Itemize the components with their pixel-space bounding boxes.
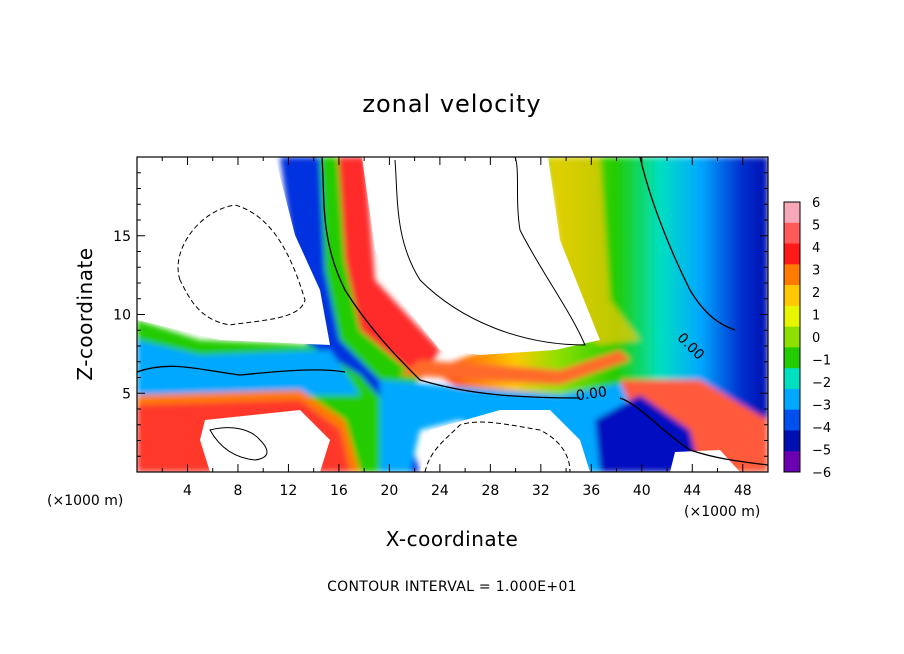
colorbar-swatch (784, 222, 800, 245)
x-axis-label: X-coordinate (386, 527, 519, 551)
colorbar-tick-label: 1 (812, 309, 820, 324)
colorbar-tick-label: 3 (812, 264, 820, 279)
chart-title: zonal velocity (362, 90, 541, 118)
colorbar-tick-label: 2 (812, 286, 820, 301)
colorbar-tick-label: −5 (812, 444, 831, 459)
x-tick-label: 40 (633, 483, 651, 499)
x-tick-label: 12 (280, 483, 298, 499)
x-tick-label: 28 (481, 483, 499, 499)
y-tick-label: 15 (113, 229, 131, 245)
colorbar-tick-label: −4 (812, 421, 831, 436)
colorbar-tick-label: −3 (812, 399, 831, 414)
colorbar-swatch (784, 368, 800, 390)
colorbar-tick-label: −6 (812, 466, 831, 481)
colorbar-tick-label: 0 (812, 331, 820, 346)
colorbar-tick-label: −2 (812, 376, 831, 391)
colorbar-swatch (784, 264, 800, 286)
x-tick-label: 48 (734, 483, 752, 499)
colorbar-swatch (784, 451, 800, 473)
x-tick-label: 20 (380, 483, 398, 499)
colorbar-swatch (784, 305, 800, 328)
y-tick-label: 5 (122, 386, 131, 402)
colorbar-frame (783, 201, 801, 473)
colorbar-tick-label: 4 (812, 241, 820, 256)
heatmap-field (137, 157, 768, 472)
colorbar-swatch (784, 202, 800, 224)
x-tick-label: 4 (183, 483, 192, 499)
x-axis: 4 8 12 16 20 24 28 32 36 40 44 48 (161, 157, 752, 499)
x-unit-label-left: (×1000 m) (47, 493, 123, 509)
x-tick-label: 16 (330, 483, 348, 499)
colorbar-swatch (784, 409, 800, 431)
colorbar-tick-label: −1 (812, 354, 831, 369)
colorbar: 6 5 4 3 2 1 0 −1 −2 −3 −4 −5 −6 (783, 196, 831, 481)
colorbar-tick-label: 5 (812, 219, 820, 234)
colorbar-tick-label: 6 (812, 196, 820, 211)
colorbar-swatch (784, 430, 800, 452)
colorbar-swatch (784, 388, 800, 411)
x-tick-label: 24 (431, 483, 449, 499)
colorbar-swatch (784, 347, 800, 369)
y-tick-label: 10 (113, 308, 131, 324)
colorbar-swatch (784, 326, 800, 348)
y-axis: 5 10 15 (113, 172, 768, 457)
contour-interval-note: CONTOUR INTERVAL = 1.000E+01 (327, 579, 577, 595)
x-tick-label: 32 (532, 483, 550, 499)
x-tick-label: 44 (683, 483, 701, 499)
x-tick-label: 36 (582, 483, 600, 499)
colorbar-swatch (784, 243, 800, 265)
colorbar-swatch (784, 285, 800, 307)
y-axis-label: Z-coordinate (73, 247, 97, 380)
x-unit-label-right: (×1000 m) (684, 504, 760, 520)
contour-label: 0.00 (575, 384, 608, 404)
x-tick-label: 8 (233, 483, 242, 499)
